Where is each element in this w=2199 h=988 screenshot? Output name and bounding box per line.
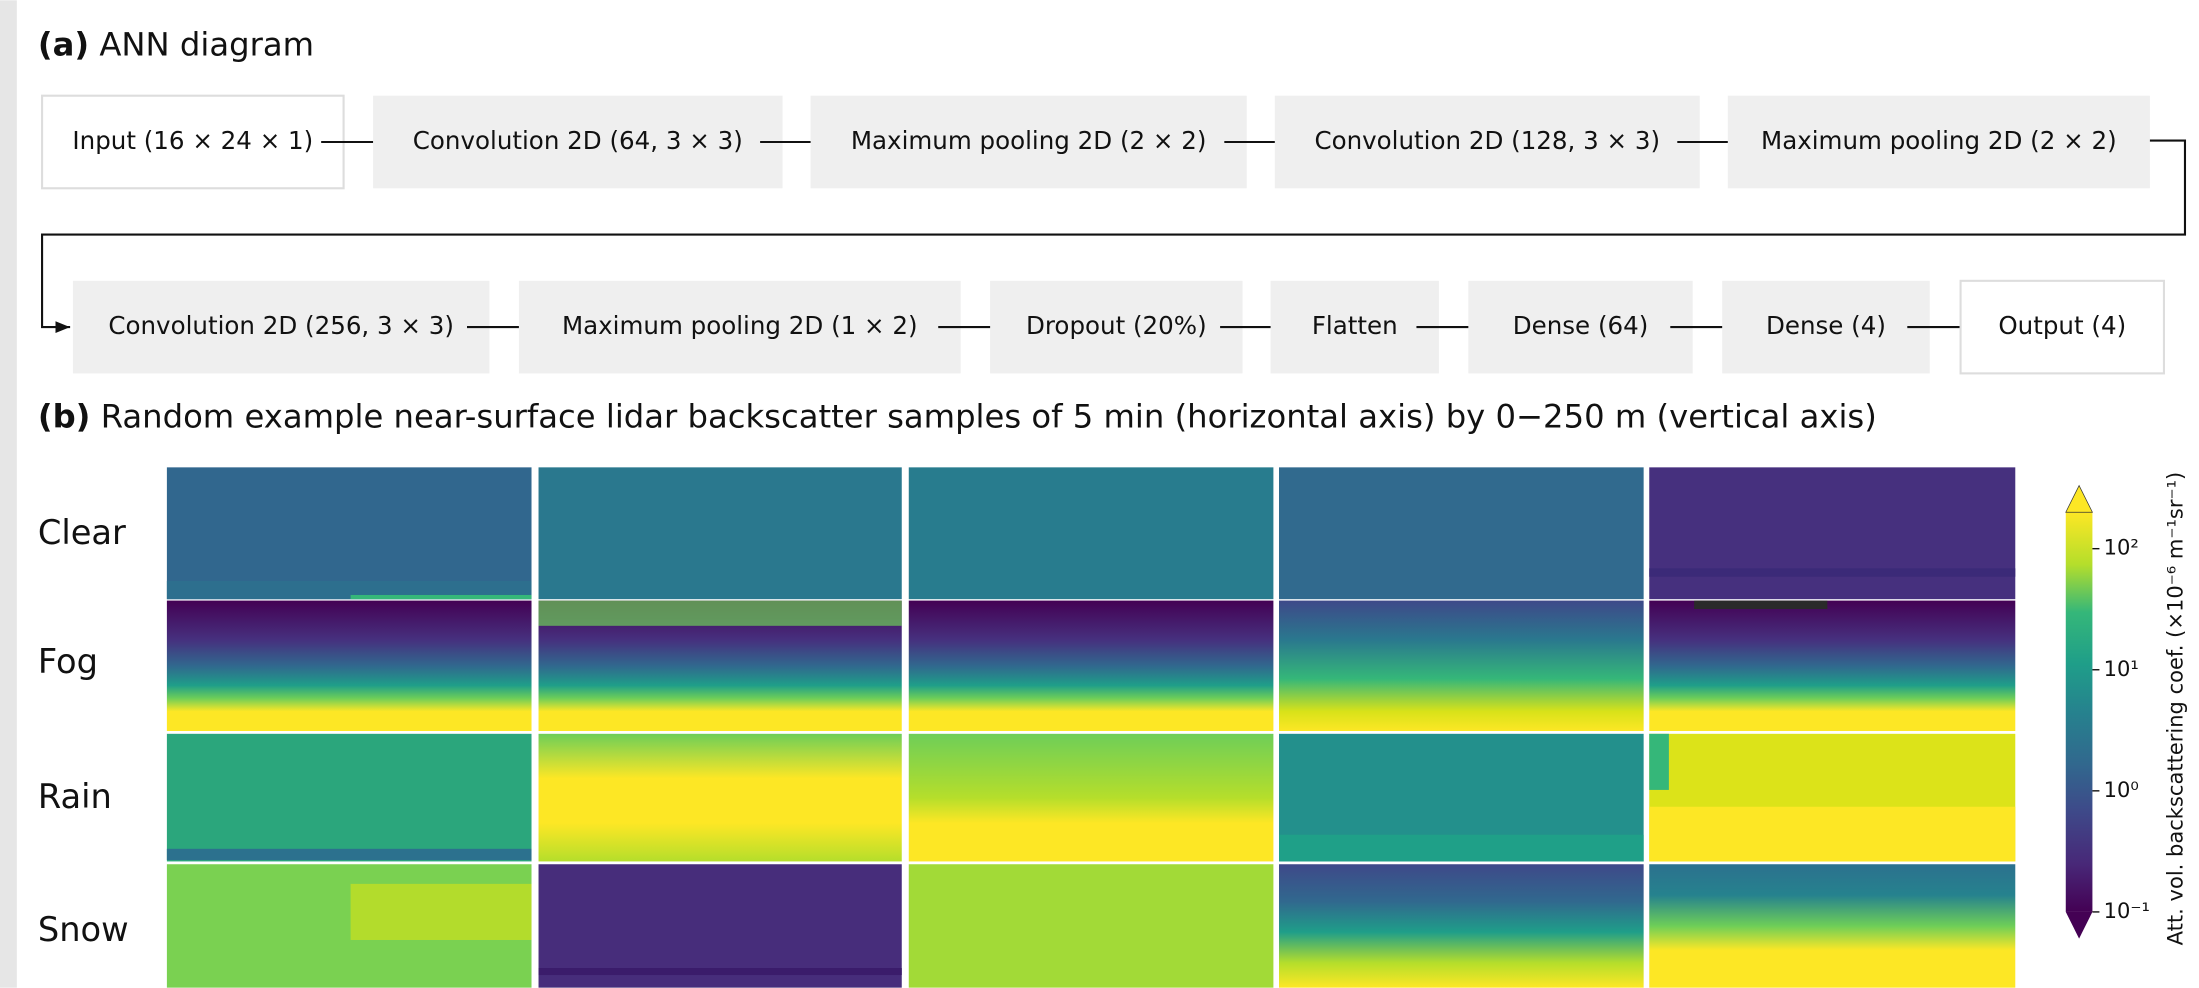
node-box: [41, 94, 345, 190]
colorbar-extend: [2065, 484, 2093, 513]
colorbar-tick-label: 10¹: [2104, 656, 2139, 681]
row-labels: Clear Fog Rain Snow: [38, 513, 129, 949]
sample: [1649, 733, 1669, 790]
sample: [908, 733, 1274, 862]
sample: [538, 467, 902, 600]
row-label: Snow: [38, 910, 129, 949]
sample: [166, 733, 532, 862]
node-box: [1722, 280, 1930, 374]
colorbar-label: Att. vol. backscattering coef. (×10⁻⁶ m⁻…: [2163, 472, 2188, 946]
sample: [1279, 467, 1644, 600]
sample: [908, 467, 1274, 600]
node-box: [1727, 95, 2150, 189]
row-label: Fog: [38, 642, 98, 681]
node-box: [518, 280, 961, 374]
node-label: Dense (4): [1766, 311, 1886, 340]
colorbar-extend: [2065, 911, 2093, 939]
ann-diagram: Input (16 × 24 × 1) Convolution 2D (64, 3…: [41, 94, 2165, 375]
sample: [166, 848, 532, 861]
sample-grid: [166, 467, 2016, 988]
sample: [350, 883, 532, 940]
node-label: Maximum pooling 2D (2 × 2): [851, 126, 1207, 155]
node-label: Maximum pooling 2D (2 × 2): [1761, 126, 2117, 155]
panel-label: (a): [38, 26, 89, 64]
colorbar-tick-label: 10⁰: [2104, 777, 2139, 802]
node-label: Input (16 × 24 × 1): [72, 126, 313, 155]
node-box: [810, 95, 1247, 189]
node-label: Output (4): [1998, 311, 2126, 340]
sample: [538, 864, 902, 988]
sample: [1649, 806, 2016, 862]
sample: [1279, 600, 1644, 732]
sample: [1649, 864, 2016, 988]
row-label: Rain: [38, 777, 112, 816]
node-label: Flatten: [1312, 311, 1398, 340]
node-box: [1270, 280, 1439, 374]
sample: [1649, 467, 2016, 600]
colorbar-tick-label: 10²: [2104, 535, 2139, 560]
node-label: Maximum pooling 2D (1 × 2): [562, 311, 918, 340]
row-label: Clear: [38, 513, 126, 552]
node-label: Convolution 2D (256, 3 × 3): [108, 311, 454, 340]
panel-title: Random example near-surface lidar backsc…: [101, 397, 1877, 435]
node-box: [1959, 279, 2165, 375]
sample: [166, 580, 532, 600]
sample: [166, 467, 532, 600]
node-box: [1274, 95, 1700, 189]
colorbar-gradient: [2065, 512, 2093, 912]
sample: [350, 594, 532, 600]
colorbar-tick-label: 10⁻¹: [2104, 898, 2150, 923]
sample: [1694, 600, 1828, 609]
panel-b-heading: (b) Random example near-surface lidar ba…: [38, 397, 1877, 435]
node-label: Dense (64): [1513, 311, 1649, 340]
node-box: [1468, 280, 1693, 374]
panel-label: (b): [38, 397, 91, 435]
sample: [538, 733, 902, 862]
sample: [908, 600, 1274, 732]
sample: [1279, 834, 1644, 862]
sample: [908, 864, 1274, 988]
connectors: [41, 139, 2187, 334]
node-box: [990, 280, 1243, 374]
sample: [538, 600, 902, 626]
node-label: Convolution 2D (128, 3 × 3): [1314, 126, 1660, 155]
node-label: Convolution 2D (64, 3 × 3): [413, 126, 743, 155]
side-strip: [0, 0, 17, 988]
node-box: [373, 95, 783, 189]
sample: [1279, 864, 1644, 988]
wrap-arrow: [41, 139, 2187, 334]
panel-title: ANN diagram: [99, 26, 314, 64]
node-label: Dropout (20%): [1026, 311, 1207, 340]
sample: [1649, 568, 2016, 577]
sample: [538, 968, 902, 976]
node-box: [72, 280, 490, 374]
sample: [166, 600, 532, 732]
sample: [1649, 600, 2016, 732]
panel-a-heading: (a) ANN diagram: [38, 26, 314, 64]
colorbar: Att. vol. backscattering coef. (×10⁻⁶ m⁻…: [2065, 472, 2188, 946]
